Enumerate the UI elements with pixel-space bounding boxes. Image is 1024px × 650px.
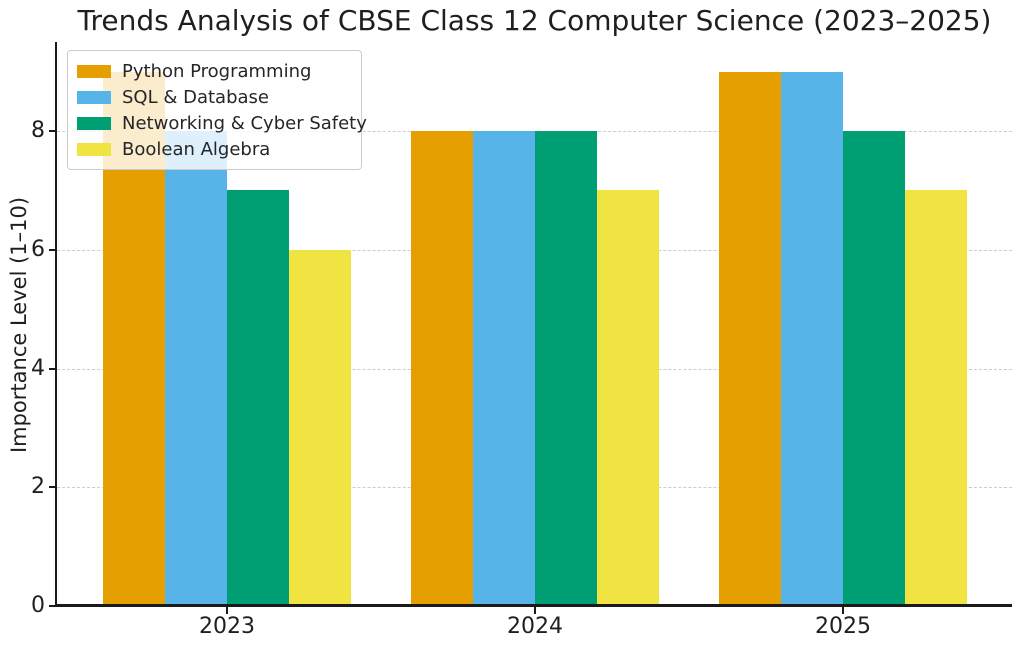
legend-item: Boolean Algebra	[77, 136, 351, 162]
legend-item: SQL & Database	[77, 84, 351, 110]
legend-label: Boolean Algebra	[122, 138, 271, 160]
x-tick-label: 2024	[507, 614, 563, 639]
bar-sql-database-2024	[473, 131, 535, 606]
y-tick-label: 6	[31, 236, 45, 262]
bar-networking-cyber-safety-2023	[227, 190, 289, 606]
y-tick	[49, 367, 56, 370]
x-tick-label: 2025	[815, 614, 871, 639]
x-tick	[534, 607, 536, 614]
y-tick-label: 2	[31, 474, 45, 500]
bar-boolean-algebra-2025	[905, 190, 967, 606]
legend-label: Python Programming	[122, 60, 312, 82]
y-tick-label: 0	[31, 593, 45, 618]
y-tick-label: 4	[31, 355, 45, 381]
x-tick-label: 2023	[199, 614, 255, 639]
legend-label: SQL & Database	[122, 86, 269, 108]
x-tick	[226, 607, 228, 614]
y-axis-spine	[55, 42, 57, 607]
y-tick	[49, 130, 56, 133]
chart-title: Trends Analysis of CBSE Class 12 Compute…	[77, 4, 992, 37]
bar-sql-database-2023	[165, 131, 227, 606]
legend-item: Python Programming	[77, 58, 351, 84]
y-tick-label: 8	[31, 118, 45, 144]
bar-python-programming-2025	[719, 71, 781, 606]
y-tick	[49, 248, 56, 251]
bar-networking-cyber-safety-2025	[843, 131, 905, 606]
y-tick	[49, 486, 56, 489]
bar-sql-database-2025	[781, 71, 843, 606]
legend-swatch	[77, 142, 111, 156]
legend-item: Networking & Cyber Safety	[77, 110, 367, 136]
x-axis-spine	[55, 604, 1012, 607]
bar-boolean-algebra-2023	[289, 249, 351, 606]
legend: Python Programming SQL & Database Networki…	[67, 50, 367, 170]
legend-swatch	[77, 116, 111, 130]
x-tick	[842, 607, 844, 614]
legend-label: Networking & Cyber Safety	[122, 112, 367, 134]
y-tick	[49, 605, 56, 607]
bar-networking-cyber-safety-2024	[535, 131, 597, 606]
bar-python-programming-2024	[411, 131, 473, 606]
y-axis-label: Importance Level (1–10)	[7, 196, 31, 454]
legend-swatch	[77, 90, 111, 104]
bar-boolean-algebra-2024	[597, 190, 659, 606]
legend-swatch	[77, 64, 111, 78]
